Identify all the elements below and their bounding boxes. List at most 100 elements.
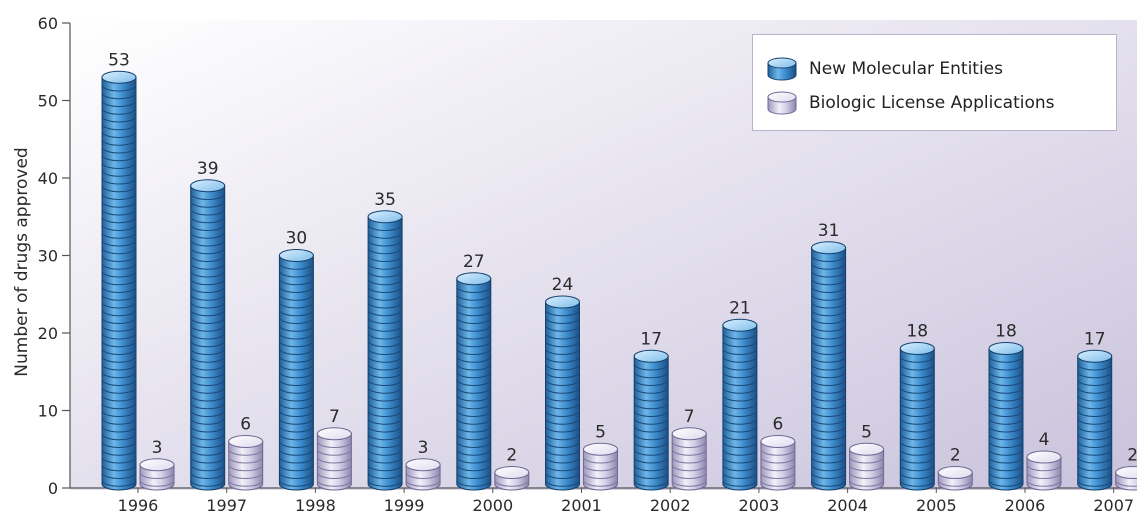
nme-bar-ring — [101, 356, 137, 363]
nme-bar-ring — [367, 456, 403, 464]
nme-bar-ring — [190, 456, 226, 464]
nme-bar-ring — [456, 456, 492, 464]
nme-bar-ring — [899, 410, 935, 417]
nme-bar-ring — [722, 441, 758, 448]
nme-bar-ring — [190, 480, 226, 487]
bla-bar-ring — [849, 472, 885, 479]
nme-bar-body — [722, 324, 758, 491]
nme-bar-ring — [278, 286, 314, 293]
nme-bar-ring — [367, 294, 403, 301]
nme-bar-ring — [190, 449, 226, 456]
nme-bar-ring — [367, 441, 403, 448]
nme-bar-ring — [101, 108, 137, 115]
bla-bar-top — [760, 435, 796, 448]
bla-bar-ring — [1026, 480, 1062, 487]
nme-bar-top — [988, 342, 1024, 355]
nme-bar-ring — [633, 449, 669, 456]
bla-bar-ring — [583, 480, 618, 487]
nme-bar-ring — [101, 332, 137, 340]
nme-bar-ring — [456, 433, 492, 441]
y-tick-label: 60 — [38, 14, 58, 33]
bla-value-label: 2 — [1127, 446, 1137, 466]
bla-bar — [1115, 466, 1137, 491]
nme-bar-ring — [456, 356, 492, 363]
nme-bar-ring — [633, 425, 669, 433]
nme-bar-ring — [101, 425, 137, 433]
nme-bar-ring — [899, 456, 935, 464]
legend-swatch-nme — [767, 57, 797, 81]
nme-bar-ring — [278, 425, 314, 433]
nme-bar-ring — [988, 433, 1024, 441]
nme-bar-ring — [456, 441, 492, 448]
nme-bar-ring — [633, 472, 669, 479]
nme-bar-ring — [456, 387, 492, 394]
nme-bar-ring — [190, 193, 226, 200]
bla-bar-ring — [139, 472, 175, 479]
bla-bar-ring — [1026, 464, 1062, 472]
nme-bar-ring — [367, 348, 403, 355]
nme-bar-ring — [545, 340, 580, 348]
x-tick-label: 2001 — [561, 496, 602, 515]
nme-bar-ring — [633, 441, 669, 448]
nme-bar-body — [190, 185, 226, 491]
nme-bar-ring — [988, 379, 1024, 386]
nme-bar-ring — [190, 301, 226, 309]
nme-bar-ring — [101, 270, 137, 278]
bla-bar — [583, 442, 618, 491]
nme-bar-ring — [1077, 402, 1113, 410]
bla-bar-ring — [316, 449, 352, 456]
nme-bar-ring — [101, 84, 137, 92]
nme-bar-ring — [190, 371, 226, 379]
nme-bar-ring — [190, 255, 226, 262]
nme-bar-ring — [899, 441, 935, 448]
nme-bar-body — [545, 301, 580, 491]
nme-bar-ring — [899, 394, 935, 402]
bla-bar-top — [139, 458, 175, 472]
nme-bar-ring — [190, 402, 226, 410]
nme-bar-ring — [278, 363, 314, 371]
nme-bar — [545, 295, 580, 491]
bla-bar-ring — [760, 456, 796, 464]
bla-bar-top — [494, 466, 530, 479]
y-tick-label: 10 — [38, 402, 58, 421]
bla-bar-ring — [849, 464, 885, 472]
nme-bar-ring — [101, 363, 137, 371]
bla-bar-top — [937, 466, 973, 479]
nme-bar-ring — [101, 123, 137, 131]
nme-bar-ring — [367, 239, 403, 247]
nme-bar-ring — [899, 402, 935, 410]
y-tick-label: 0 — [48, 479, 58, 498]
nme-bar-ring — [811, 255, 847, 262]
bla-bar-ring — [1115, 480, 1137, 487]
x-tick-label: 2006 — [1005, 496, 1046, 515]
bla-bar-ring — [760, 472, 796, 479]
nme-bar-ring — [899, 425, 935, 433]
bla-value-label: 6 — [240, 415, 251, 435]
nme-value-label: 18 — [995, 322, 1017, 342]
nme-bar-ring — [190, 379, 226, 386]
nme-bar-ring — [456, 472, 492, 479]
nme-bar-ring — [101, 208, 137, 216]
nme-bar-ring — [1077, 371, 1113, 379]
nme-bar-ring — [1077, 441, 1113, 448]
nme-bar-ring — [545, 480, 580, 487]
nme-bar-ring — [190, 278, 226, 286]
legend-item-bla: Biologic License Applications — [765, 89, 1055, 117]
nme-bar-ring — [101, 394, 137, 402]
nme-bar-ring — [456, 371, 492, 379]
x-tick-label: 1997 — [206, 496, 247, 515]
nme-bar-ring — [101, 216, 137, 224]
bla-bar-ring — [316, 456, 352, 464]
nme-bar-ring — [367, 263, 403, 270]
nme-bar-ring — [899, 433, 935, 441]
bla-bar-body — [228, 441, 264, 491]
x-tick-label: 2007 — [1093, 496, 1134, 515]
nme-bar-ring — [811, 433, 847, 441]
bla-value-label: 5 — [595, 422, 606, 442]
nme-bar-ring — [1077, 456, 1113, 464]
nme-bar-ring — [190, 340, 226, 348]
nme-bar-ring — [545, 371, 580, 379]
nme-bar-top — [899, 342, 935, 355]
nme-bar-ring — [456, 317, 492, 324]
